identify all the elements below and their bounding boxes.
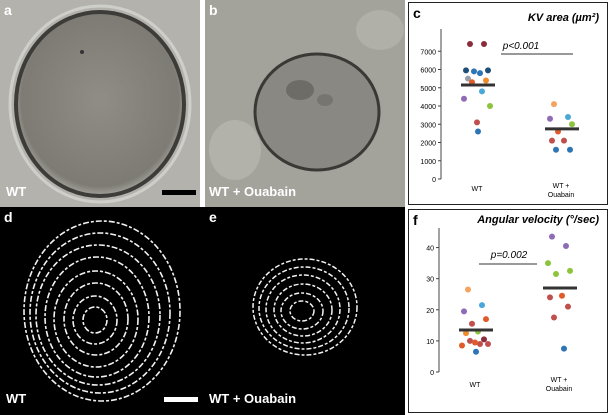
micrograph-b-image bbox=[205, 0, 405, 207]
data-point bbox=[559, 292, 565, 299]
panel-label-b: b bbox=[209, 2, 218, 18]
data-point bbox=[483, 316, 489, 323]
x-category-label: Ouabain bbox=[546, 386, 573, 393]
panel-caption-e: WT + Ouabain bbox=[209, 391, 297, 406]
data-point bbox=[547, 115, 553, 122]
data-point bbox=[481, 336, 487, 343]
data-point bbox=[561, 345, 567, 352]
panel-caption-d: WT bbox=[6, 391, 27, 406]
data-point bbox=[549, 233, 555, 240]
data-point bbox=[467, 40, 473, 47]
significance-label: p=0.002 bbox=[490, 250, 528, 261]
y-tick-label: 7000 bbox=[420, 49, 436, 56]
data-point bbox=[463, 330, 469, 337]
panel-caption-b: WT + Ouabain bbox=[209, 184, 297, 199]
x-category-label: WT bbox=[470, 382, 482, 389]
y-tick-label: 40 bbox=[426, 246, 434, 253]
y-tick-label: 20 bbox=[426, 308, 434, 315]
panel-label-c: c bbox=[413, 5, 421, 21]
data-point bbox=[485, 67, 491, 74]
panel-label-f: f bbox=[413, 212, 418, 228]
data-point bbox=[565, 113, 571, 120]
data-point bbox=[487, 103, 493, 109]
angular-velocity-plot: Angular velocity (°/sec) 0 10 20 30 40 WT WT + O… bbox=[408, 209, 608, 413]
y-tick-label: 3000 bbox=[420, 122, 436, 129]
data-point bbox=[473, 348, 479, 355]
y-tick-label: 6000 bbox=[420, 68, 436, 75]
data-point bbox=[563, 243, 569, 249]
data-point bbox=[569, 121, 575, 128]
scale-bar-d bbox=[164, 397, 198, 402]
data-point bbox=[471, 68, 477, 75]
panel-label-d: d bbox=[4, 209, 13, 225]
x-category-label: WT bbox=[472, 186, 484, 193]
data-point bbox=[549, 137, 555, 144]
data-point bbox=[551, 314, 557, 321]
data-point bbox=[553, 146, 559, 153]
panel-caption-a: WT bbox=[6, 184, 27, 199]
data-point bbox=[461, 308, 467, 315]
data-point bbox=[477, 70, 483, 77]
y-tick-label: 10 bbox=[426, 339, 434, 346]
data-point bbox=[475, 128, 481, 135]
x-category-label: WT + bbox=[551, 377, 568, 384]
data-point bbox=[479, 88, 485, 95]
data-point bbox=[567, 267, 573, 274]
data-point bbox=[551, 101, 557, 108]
angular-velocity-chart: Angular velocity (°/sec) 0 10 20 30 40 WT WT + O… bbox=[426, 214, 599, 393]
y-tick-label: 4000 bbox=[420, 104, 436, 111]
scale-bar-a bbox=[162, 190, 196, 195]
data-point bbox=[483, 77, 489, 84]
y-tick-label: 30 bbox=[426, 277, 434, 284]
x-category-label: Ouabain bbox=[548, 192, 575, 199]
kv-area-plot: KV area (µm²) 0 1000 2000 3000 4000 5000 6000 70… bbox=[408, 2, 608, 205]
data-point bbox=[547, 294, 553, 301]
y-tick-label: 2000 bbox=[420, 141, 436, 148]
data-point bbox=[465, 286, 471, 293]
data-point bbox=[469, 320, 475, 327]
y-tick-label: 0 bbox=[430, 370, 434, 377]
micrograph-b: b WT + Ouabain bbox=[205, 0, 405, 207]
data-point bbox=[479, 302, 485, 309]
micrograph-e: e WT + Ouabain bbox=[205, 207, 405, 415]
data-point bbox=[545, 260, 551, 267]
micrograph-e-image bbox=[205, 207, 405, 415]
data-point bbox=[465, 75, 471, 82]
chart-title: Angular velocity (°/sec) bbox=[476, 214, 599, 226]
data-point bbox=[477, 341, 483, 347]
data-point bbox=[459, 342, 465, 349]
chart-title: KV area (µm²) bbox=[528, 12, 599, 24]
micrograph-a: a WT bbox=[0, 0, 200, 207]
y-tick-label: 0 bbox=[432, 177, 436, 184]
micrograph-d: d WT bbox=[0, 207, 205, 415]
data-point bbox=[472, 339, 478, 346]
data-point bbox=[467, 337, 473, 344]
data-point bbox=[565, 303, 571, 310]
panel-label-a: a bbox=[4, 2, 12, 18]
data-point bbox=[463, 67, 469, 74]
micrograph-d-image bbox=[0, 207, 205, 415]
micrograph-a-image bbox=[0, 0, 200, 207]
data-point bbox=[474, 119, 480, 126]
data-point bbox=[481, 40, 487, 47]
significance-label: p<0.001 bbox=[502, 41, 539, 52]
data-point bbox=[553, 271, 559, 277]
y-tick-label: 1000 bbox=[420, 159, 436, 166]
data-point bbox=[485, 341, 491, 347]
y-tick-label: 5000 bbox=[420, 86, 436, 93]
panel-label-e: e bbox=[209, 209, 217, 225]
x-category-label: WT + bbox=[553, 183, 570, 190]
data-point bbox=[567, 146, 573, 153]
data-point bbox=[461, 95, 467, 102]
data-point bbox=[561, 137, 567, 144]
kv-area-chart: KV area (µm²) 0 1000 2000 3000 4000 5000 6000 70… bbox=[420, 12, 599, 199]
